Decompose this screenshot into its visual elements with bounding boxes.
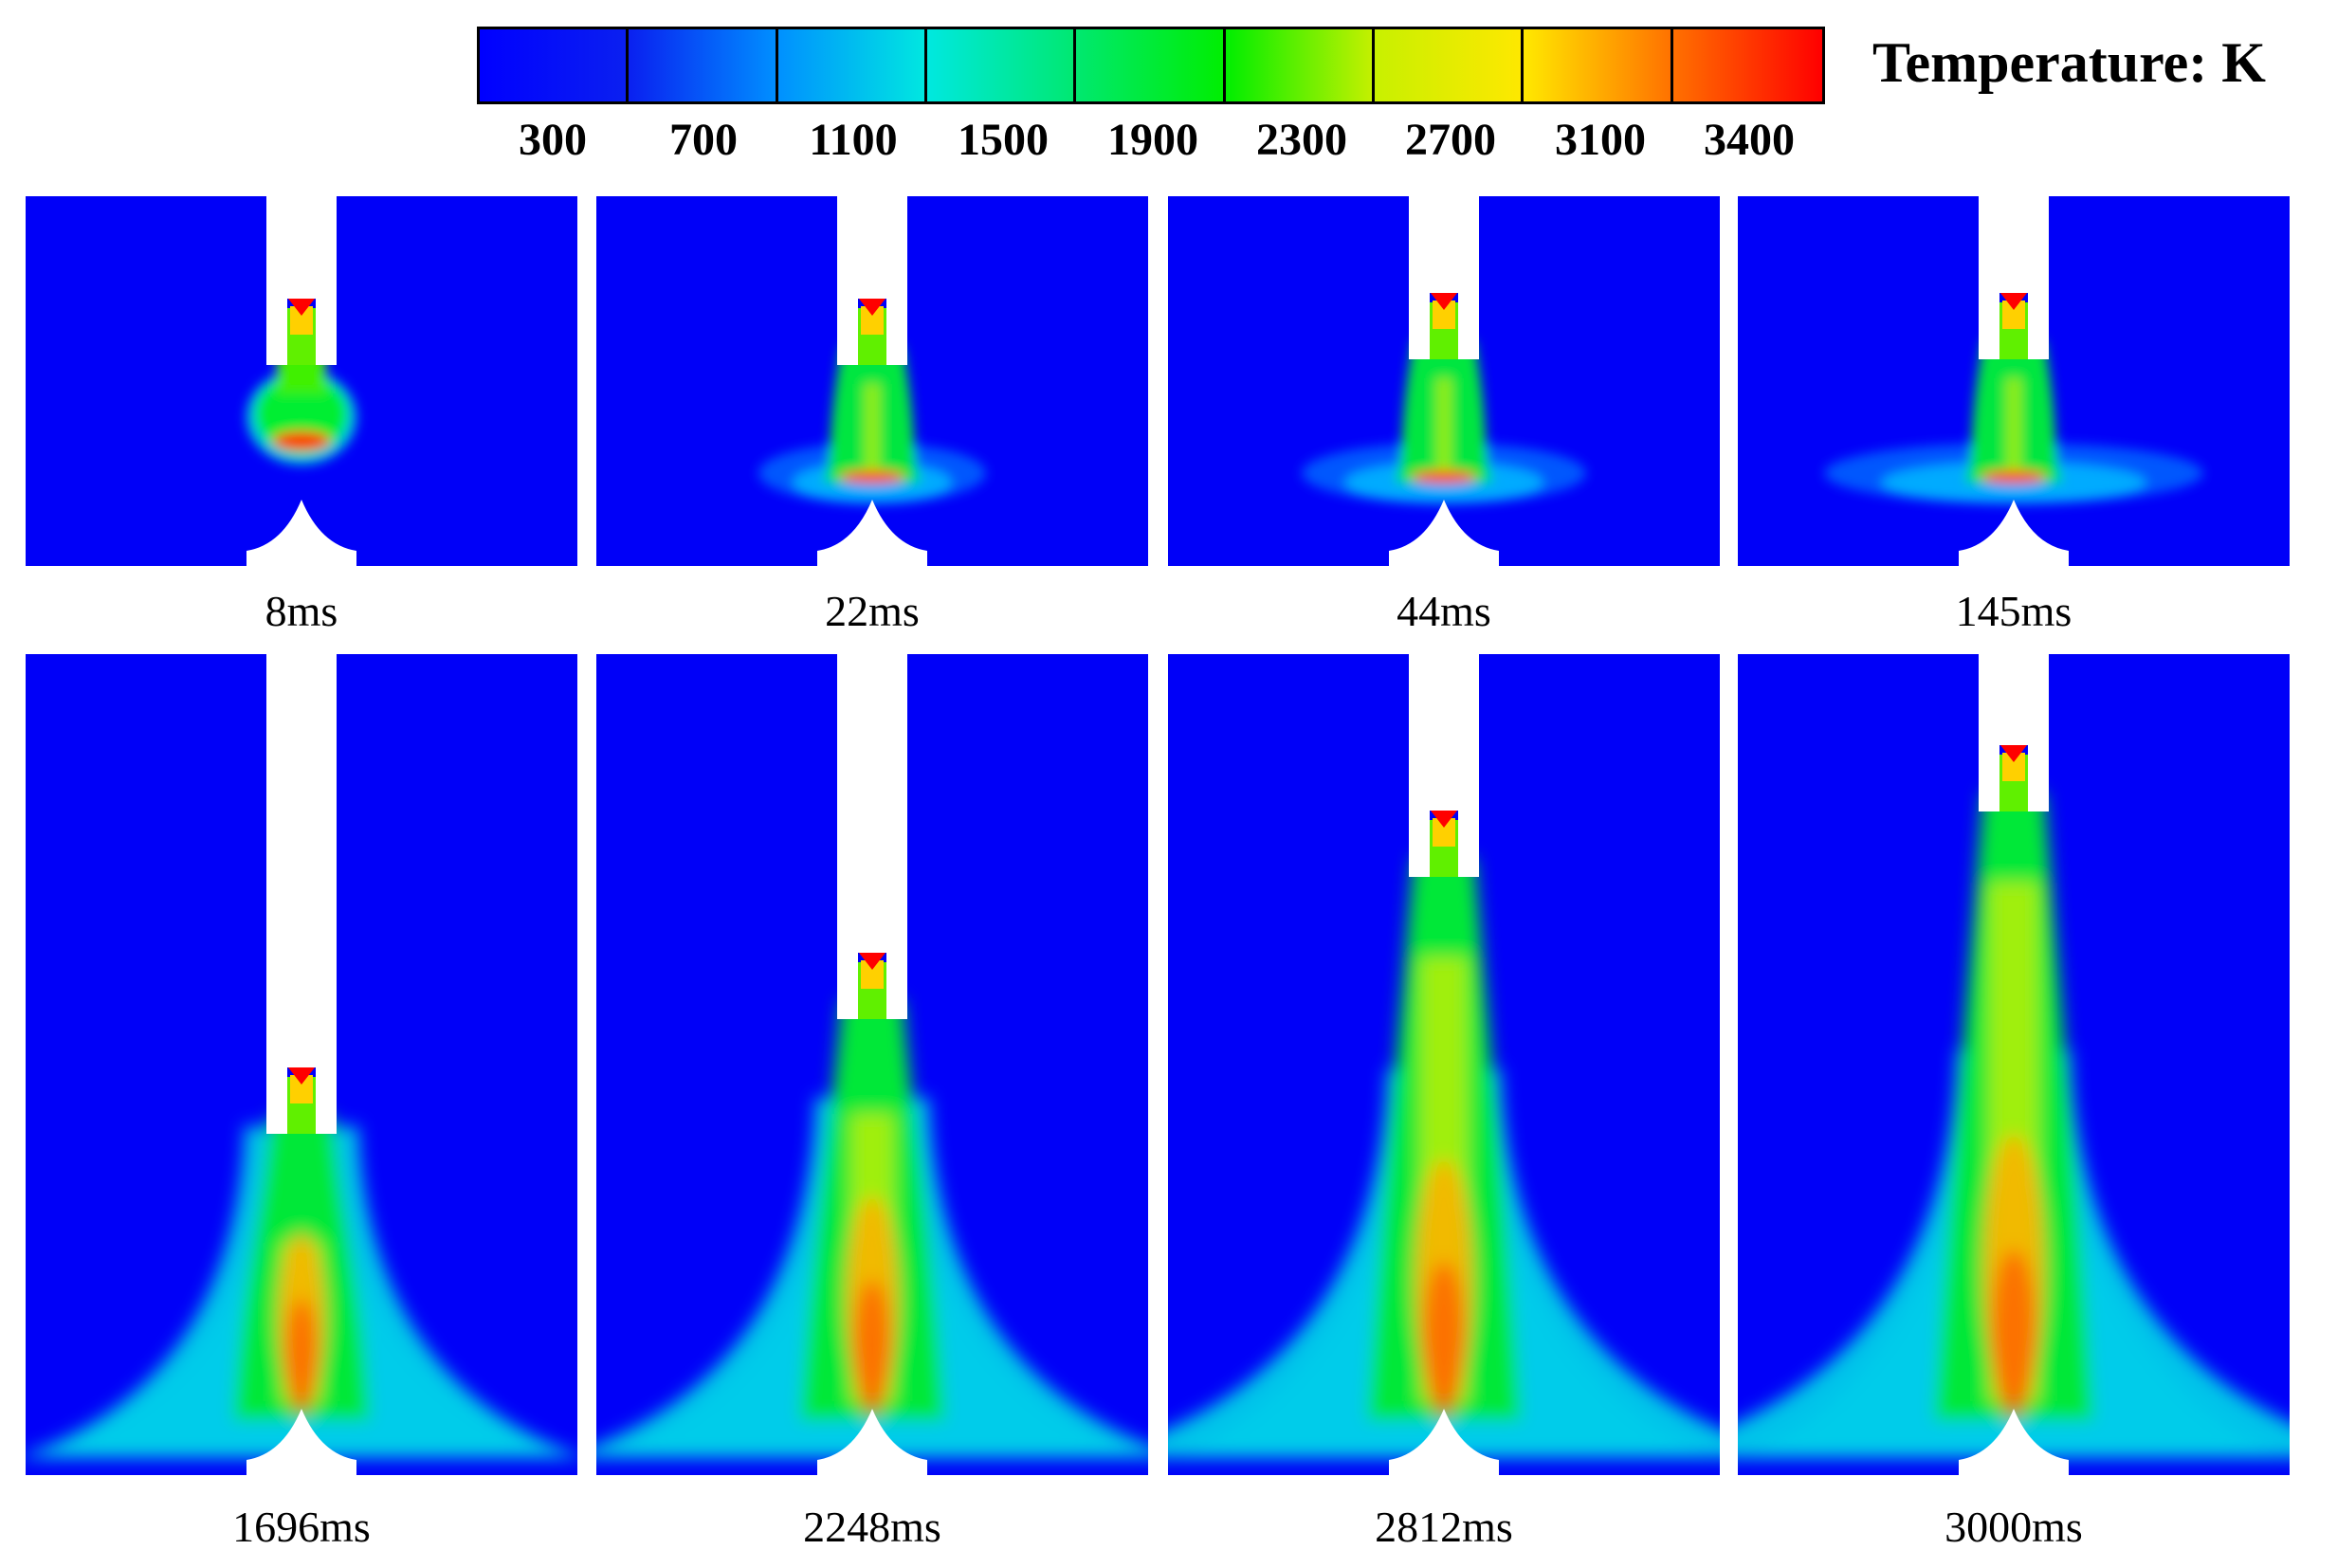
colorbar-segment: [1226, 29, 1375, 101]
colorbar-tick-label: 1100: [809, 115, 898, 165]
plume: [758, 346, 986, 503]
temperature-contour: [1168, 654, 1720, 1475]
colorbar-title: Temperature: K: [1872, 31, 2266, 94]
time-label: 145ms: [1955, 587, 2072, 635]
nozzle-flame-tip: [1997, 745, 2031, 811]
colorbar-tick-label: 300: [519, 115, 587, 165]
colorbar-tick-label: 3400: [1704, 115, 1795, 165]
colorbar-tick-label: 1900: [1107, 115, 1198, 165]
contour-panel: [26, 654, 577, 1475]
colorbar-segment: [927, 29, 1077, 101]
time-label: 2248ms: [803, 1503, 941, 1551]
time-label: 22ms: [825, 587, 920, 635]
temperature-contour: [596, 196, 1148, 566]
time-label: 3000ms: [1944, 1503, 2083, 1551]
colorbar-tick-label: 700: [669, 115, 738, 165]
bottom-bowl: [817, 500, 927, 566]
bottom-bowl: [246, 1409, 356, 1475]
bottom-bowl: [817, 1409, 927, 1475]
nozzle-flame-tip: [284, 1067, 319, 1134]
nozzle-flame-tip: [1427, 811, 1461, 877]
colorbar-segment: [1375, 29, 1525, 101]
plume: [26, 1115, 577, 1458]
colorbar-segment: [778, 29, 927, 101]
bottom-bowl: [1959, 1409, 2069, 1475]
time-label: 1696ms: [232, 1503, 371, 1551]
nozzle-flame-tip: [855, 299, 889, 365]
plume: [246, 327, 356, 465]
contour-panel: [596, 196, 1148, 566]
bottom-bowl: [1389, 1409, 1499, 1475]
nozzle-flame-tip: [1427, 293, 1461, 359]
time-label: 8ms: [265, 587, 338, 635]
plume: [1738, 793, 2290, 1458]
nozzle-flame-tip: [284, 299, 319, 365]
colorbar-segment: [629, 29, 778, 101]
bottom-bowl: [1959, 500, 2069, 566]
temperature-contour: [26, 654, 577, 1475]
temperature-contour: [1738, 196, 2290, 566]
contour-panel: [1168, 654, 1720, 1475]
contour-panel: [596, 654, 1148, 1475]
temperature-contour: [596, 654, 1148, 1475]
time-label: 44ms: [1397, 587, 1491, 635]
plume: [1168, 858, 1720, 1458]
colorbar-tick-label: 3100: [1555, 115, 1646, 165]
bottom-bowl: [246, 500, 356, 566]
contour-panel: [1738, 196, 2290, 566]
contour-panel: [1168, 196, 1720, 566]
colorbar-segment: [480, 29, 630, 101]
bottom-bowl: [1389, 500, 1499, 566]
temperature-contour: [1168, 196, 1720, 566]
colorbar: [477, 27, 1825, 104]
temperature-contour: [1738, 654, 2290, 1475]
contour-panel: [26, 196, 577, 566]
plume: [596, 1000, 1148, 1458]
colorbar-segment: [1524, 29, 1673, 101]
time-label: 2812ms: [1375, 1503, 1513, 1551]
nozzle-flame-tip: [1997, 293, 2031, 359]
nozzle-flame-tip: [855, 953, 889, 1019]
plume: [1824, 340, 2203, 503]
contour-panel: [1738, 654, 2290, 1475]
colorbar-segment: [1076, 29, 1226, 101]
colorbar-tick-label: 1500: [958, 115, 1049, 165]
colorbar-tick-label: 2700: [1405, 115, 1496, 165]
plume: [1302, 340, 1586, 503]
temperature-contour: [26, 196, 577, 566]
colorbar-segment: [1673, 29, 1822, 101]
colorbar-tick-label: 2300: [1256, 115, 1347, 165]
